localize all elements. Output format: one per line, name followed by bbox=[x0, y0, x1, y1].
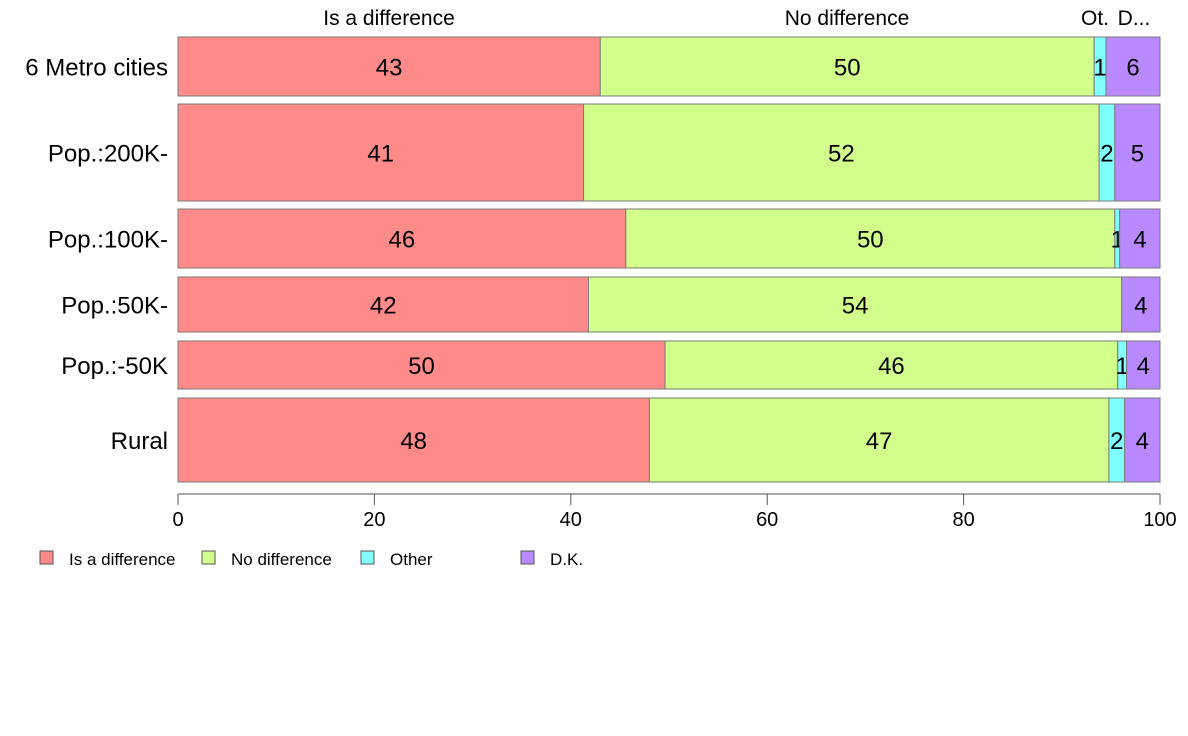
category-label: Rural bbox=[111, 428, 168, 455]
bar-segment bbox=[583, 103, 1100, 202]
x-tick-label: 0 bbox=[172, 509, 183, 531]
data-label: 4 bbox=[1133, 227, 1146, 254]
data-label: 4 bbox=[1137, 353, 1150, 380]
bar-segment bbox=[177, 340, 666, 390]
bar-segment bbox=[599, 36, 1095, 97]
data-label: 48 bbox=[400, 428, 427, 455]
bar-row: 6 Metro cities 43 50 1 6 bbox=[25, 36, 1161, 97]
bar-segment bbox=[1124, 397, 1161, 483]
bar-segment bbox=[177, 103, 585, 202]
data-label: 4 bbox=[1134, 293, 1147, 320]
bar-row: Pop.:100K- 46 50 1 4 bbox=[48, 208, 1161, 269]
bar-segment bbox=[1119, 208, 1161, 269]
bar-segment bbox=[1114, 103, 1161, 202]
column-header-label: Is a difference bbox=[323, 7, 455, 30]
bar-segment bbox=[177, 397, 650, 483]
data-label: 42 bbox=[370, 293, 397, 320]
bar-row: Pop.:200K- 41 52 2 5 bbox=[48, 103, 1161, 202]
bar-segment bbox=[587, 276, 1123, 333]
bar-segment bbox=[177, 36, 601, 97]
data-label: 5 bbox=[1131, 141, 1144, 168]
legend-label: No difference bbox=[231, 550, 332, 569]
bar-row: Pop.:-50K 50 46 1 4 bbox=[61, 340, 1161, 390]
x-axis: 0 20 40 60 80 100 bbox=[172, 493, 1177, 531]
legend-label: D.K. bbox=[550, 550, 583, 569]
legend-label: Other bbox=[390, 550, 433, 569]
data-label: 2 bbox=[1110, 428, 1123, 455]
legend-swatch bbox=[360, 550, 375, 565]
x-tick-label: 60 bbox=[756, 509, 778, 531]
legend-swatch bbox=[520, 550, 535, 565]
bar-row: Rural 48 47 2 4 bbox=[111, 397, 1161, 483]
data-label: 50 bbox=[408, 353, 435, 380]
legend-item: Is a difference bbox=[39, 550, 175, 569]
column-header-labels: Is a difference No difference Ot. D... bbox=[323, 7, 1150, 30]
legend-item: No difference bbox=[201, 550, 332, 569]
data-label: 54 bbox=[842, 293, 869, 320]
column-header-label: No difference bbox=[785, 7, 910, 30]
data-label: 52 bbox=[828, 141, 855, 168]
legend-swatch bbox=[39, 550, 54, 565]
data-label: 50 bbox=[834, 55, 861, 82]
legend-label: Is a difference bbox=[69, 550, 175, 569]
x-tick-label: 20 bbox=[363, 509, 385, 531]
data-label: 46 bbox=[878, 353, 905, 380]
bar-segment bbox=[625, 208, 1116, 269]
x-tick-label: 40 bbox=[560, 509, 582, 531]
category-label: Pop.:50K- bbox=[61, 293, 168, 320]
data-label: 43 bbox=[376, 55, 403, 82]
data-label: 41 bbox=[367, 141, 394, 168]
category-label: Pop.:-50K bbox=[61, 353, 168, 380]
x-tick-label: 100 bbox=[1143, 509, 1176, 531]
bar-segment bbox=[664, 340, 1119, 390]
bar-segment bbox=[1126, 340, 1161, 390]
category-label: 6 Metro cities bbox=[25, 55, 168, 82]
category-label: Pop.:100K- bbox=[48, 227, 168, 254]
column-header-label: Ot. bbox=[1081, 7, 1109, 30]
data-label: 4 bbox=[1136, 428, 1149, 455]
category-label: Pop.:200K- bbox=[48, 141, 168, 168]
legend-item: D.K. bbox=[520, 550, 583, 569]
bar-segment bbox=[177, 208, 627, 269]
column-header-label: D... bbox=[1118, 7, 1151, 30]
data-label: 2 bbox=[1100, 141, 1113, 168]
x-tick-label: 80 bbox=[952, 509, 974, 531]
bar-segment bbox=[1105, 36, 1161, 97]
data-label: 47 bbox=[866, 428, 893, 455]
data-label: 46 bbox=[389, 227, 416, 254]
legend-item: Other bbox=[360, 550, 433, 569]
bar-segment bbox=[648, 397, 1110, 483]
bar-row: Pop.:50K- 42 54 4 bbox=[61, 276, 1161, 333]
data-label: 1 bbox=[1116, 353, 1129, 380]
legend-swatch bbox=[201, 550, 216, 565]
data-label: 1 bbox=[1093, 55, 1106, 82]
legend: Is a difference No difference Other D.K. bbox=[39, 550, 583, 569]
data-label: 6 bbox=[1126, 55, 1139, 82]
data-label: 50 bbox=[857, 227, 884, 254]
bar-segment bbox=[1121, 276, 1161, 333]
